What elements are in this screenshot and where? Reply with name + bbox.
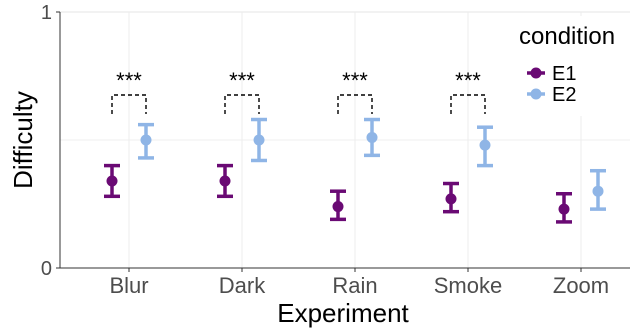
data-point-e1	[219, 175, 231, 187]
x-tick-label-dark: Dark	[219, 273, 266, 298]
legend-label-e2: E2	[552, 84, 576, 106]
data-point-e1	[332, 201, 344, 213]
data-point-e1	[106, 175, 118, 187]
axes-layer: 0 1 Blur Dark Rain Smoke Zoom Experiment Difficu…	[8, 2, 630, 328]
data-point-e2	[592, 185, 604, 197]
significance-bracket	[111, 94, 147, 114]
x-tick-label-zoom: Zoom	[553, 273, 609, 298]
data-point-e2	[253, 134, 265, 146]
significance-bracket	[450, 94, 486, 114]
annotation-layer: *** *** *** ***	[111, 68, 486, 114]
significance-label: ***	[229, 68, 255, 93]
data-point-e2	[479, 139, 491, 151]
significance-label: ***	[342, 68, 368, 93]
significance-bracket	[224, 94, 260, 114]
significance-bracket	[337, 94, 373, 114]
legend-key-point-e1	[530, 67, 542, 79]
y-tick-label: 0	[41, 258, 52, 280]
point-layer	[106, 131, 604, 215]
y-axis-title: Difficulty	[8, 91, 38, 189]
x-axis-title: Experiment	[277, 298, 409, 328]
data-point-e2	[366, 131, 378, 143]
x-tick-label-rain: Rain	[332, 273, 377, 298]
data-point-e2	[140, 134, 152, 146]
x-tick-label-blur: Blur	[109, 273, 148, 298]
legend-label-e1: E1	[552, 63, 576, 85]
data-point-e1	[558, 203, 570, 215]
significance-label: ***	[116, 68, 142, 93]
data-point-e1	[445, 193, 457, 205]
significance-label: ***	[455, 68, 481, 93]
legend-key-point-e2	[530, 88, 542, 100]
legend-title: condition	[519, 23, 615, 50]
y-tick-label: 1	[41, 2, 52, 24]
x-tick-label-smoke: Smoke	[434, 273, 502, 298]
legend-box	[512, 16, 632, 116]
